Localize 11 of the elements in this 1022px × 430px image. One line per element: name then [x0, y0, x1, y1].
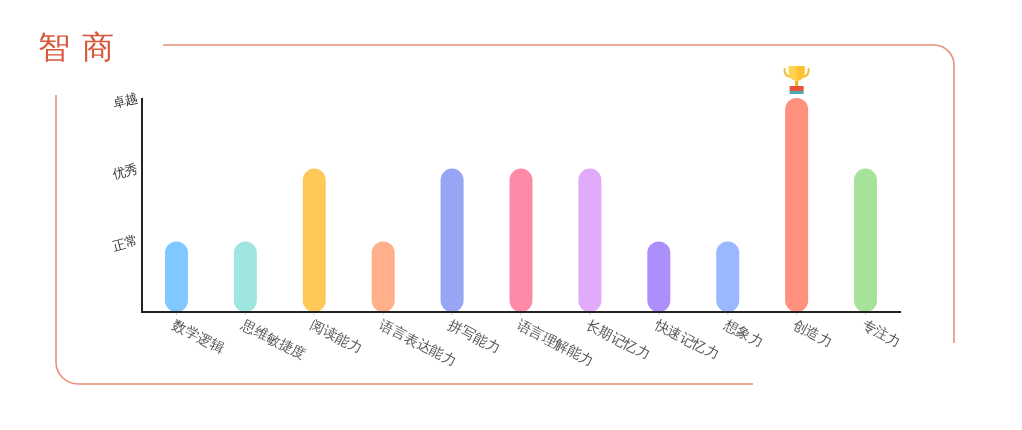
x-tick-label: 想象力 — [720, 315, 767, 350]
x-tick-label: 阅读能力 — [307, 316, 366, 357]
x-tick-label: 思维敏捷度 — [238, 315, 309, 363]
text: 优秀 — [110, 161, 140, 183]
chart-title: 智商 — [38, 28, 126, 66]
text: 卓越 — [110, 89, 140, 112]
x-tick-label: 专注力 — [859, 316, 904, 350]
x-tick-label: 快速记忆力 — [651, 315, 723, 363]
x-tick-label: 创造力 — [790, 316, 835, 350]
x-tick-label: 数学逻辑 — [170, 316, 228, 357]
text: 正常 — [110, 232, 140, 254]
